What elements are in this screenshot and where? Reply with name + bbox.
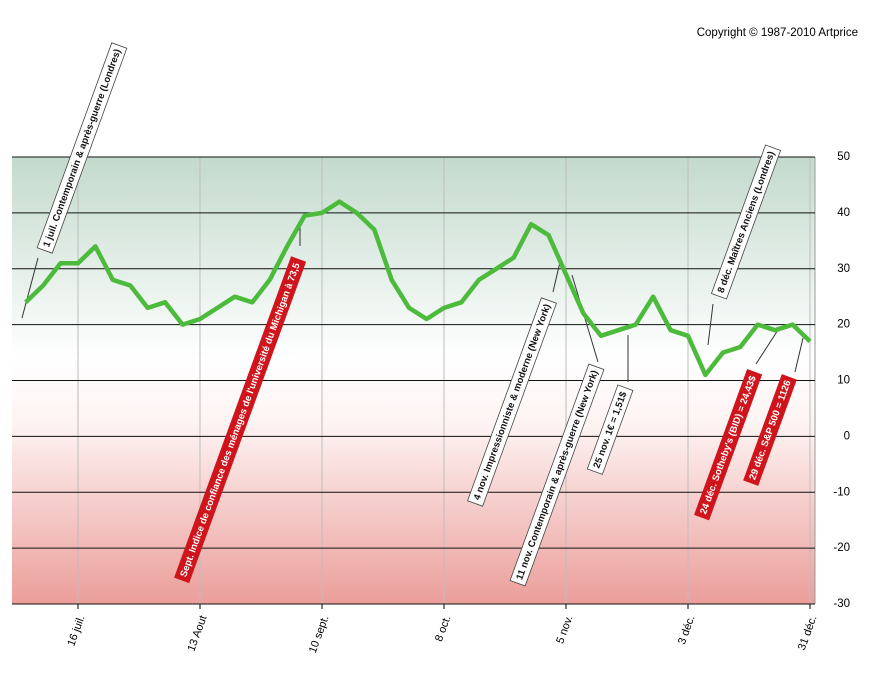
x-tick-label: 16 juil. bbox=[65, 614, 87, 648]
annotation-box bbox=[694, 369, 763, 521]
y-tick-label: 50 bbox=[837, 151, 850, 163]
y-tick-label: 30 bbox=[837, 263, 850, 275]
annotation-box bbox=[710, 144, 782, 300]
x-tick-label: 5 nov. bbox=[554, 614, 575, 646]
y-tick-label: -10 bbox=[833, 486, 850, 498]
x-tick-label: 3 déc. bbox=[676, 614, 698, 646]
annotation-box bbox=[467, 297, 557, 507]
annotation-leader bbox=[552, 261, 561, 293]
x-tick-label: 10 sept. bbox=[307, 614, 332, 655]
y-tick-label: -20 bbox=[833, 542, 850, 554]
annotation-box bbox=[36, 42, 128, 254]
annotation-box bbox=[586, 384, 634, 475]
copyright: Copyright © 1987-2010 Artprice bbox=[697, 27, 858, 39]
x-tick-label: 31 déc. bbox=[796, 614, 820, 652]
annotation-leader bbox=[21, 257, 39, 319]
annotation-box bbox=[743, 374, 797, 486]
annotation-leader bbox=[707, 303, 714, 346]
y-tick-label: -30 bbox=[833, 598, 850, 610]
annotation-box bbox=[174, 256, 307, 584]
y-tick-label: 20 bbox=[837, 319, 850, 331]
annotation-box bbox=[509, 363, 605, 587]
y-tick-label: 10 bbox=[837, 375, 850, 387]
x-tick-label: 8 oct. bbox=[433, 614, 453, 643]
annotation-leader bbox=[755, 329, 779, 365]
y-tick-label: 40 bbox=[837, 207, 850, 219]
y-tick-label: 0 bbox=[844, 430, 850, 442]
x-tick-label: 13 Aout bbox=[185, 614, 209, 653]
annotation-leader bbox=[794, 337, 804, 373]
data-line bbox=[24, 199, 812, 378]
